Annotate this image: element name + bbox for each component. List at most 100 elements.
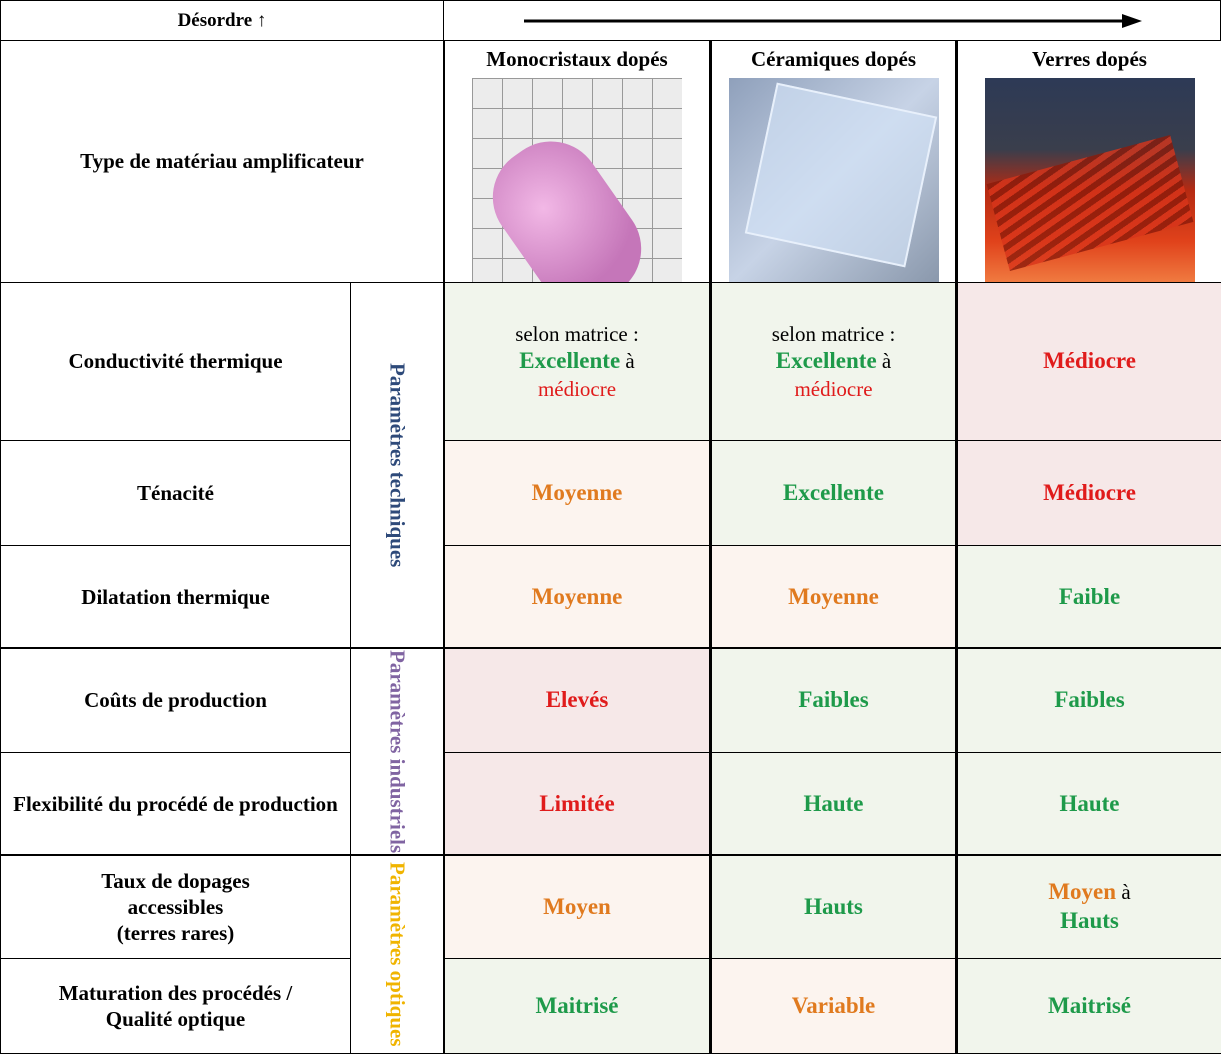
value-line: Moyen à (1048, 878, 1130, 907)
material-row-label: Type de matériau amplificateur (0, 40, 444, 283)
value-text: selon matrice : (515, 321, 639, 346)
value-cell: selon matrice : Excellente à médiocre (709, 282, 956, 441)
material-photo (984, 78, 1195, 282)
value-text: Maitrisé (535, 992, 619, 1018)
value-line: Médiocre (1043, 347, 1136, 376)
value-text: Excellente (783, 479, 884, 505)
value-line: selon matrice : (772, 321, 896, 347)
value-line: Faible (1059, 583, 1120, 612)
value-line: Haute (1059, 790, 1119, 819)
value-line: Limitée (539, 790, 614, 819)
value-line: médiocre (794, 376, 872, 402)
value-cell: Faibles (955, 648, 1221, 753)
value-line: médiocre (538, 376, 616, 402)
value-text: Excellente (519, 348, 621, 374)
value-cell: Elevés (443, 648, 710, 753)
value-line: Maitrisé (1048, 992, 1131, 1021)
value-cell: selon matrice : Excellente à médiocre (443, 282, 710, 441)
value-cell: Moyen (443, 855, 710, 959)
group-label: Paramètres optiques (385, 862, 410, 1047)
value-line: Hauts (804, 893, 863, 922)
value-line: Hauts (1060, 907, 1119, 936)
value-text: Maitrisé (1047, 992, 1131, 1018)
value-line: Maitrisé (535, 992, 618, 1021)
value-text: Faibles (1054, 687, 1125, 713)
value-text: Moyenne (531, 583, 623, 609)
value-text: Médiocre (1043, 348, 1136, 374)
value-line: Moyenne (788, 583, 879, 612)
value-text: Limitée (539, 790, 615, 816)
value-cell: Faible (955, 545, 1221, 649)
value-text: à (620, 349, 635, 374)
column-header: Verres dopés (955, 40, 1221, 283)
value-cell: Haute (955, 752, 1221, 856)
row-label: Coûts de production (0, 648, 351, 753)
value-text: Hauts (1060, 908, 1119, 933)
value-text: médiocre (537, 376, 617, 401)
group-label: Paramètres industriels (385, 650, 410, 854)
value-text: Excellente (775, 348, 877, 374)
value-line: Faibles (1054, 686, 1124, 715)
group-cell: Paramètres industriels (350, 648, 444, 856)
disorder-arrow (524, 14, 1142, 28)
value-text: Haute (803, 790, 864, 816)
material-photo (728, 78, 939, 282)
value-cell: Moyen à Hauts (955, 855, 1221, 959)
value-line: Moyenne (532, 479, 623, 508)
value-line: Elevés (546, 686, 609, 715)
value-line: Excellente à (519, 347, 634, 376)
value-line: Excellente (783, 479, 884, 508)
value-cell: Limitée (443, 752, 710, 856)
value-cell: Médiocre (955, 440, 1221, 546)
value-cell: Faibles (709, 648, 956, 753)
value-text: selon matrice : (771, 321, 896, 346)
value-line: Variable (792, 992, 876, 1021)
row-label: Conductivité thermique (0, 282, 351, 441)
value-text: à (1116, 880, 1131, 905)
value-cell: Moyenne (443, 440, 710, 546)
value-cell: Moyenne (443, 545, 710, 649)
group-cell: Paramètres optiques (350, 855, 444, 1054)
column-title: Céramiques dopés (750, 47, 917, 71)
value-text: Elevés (545, 687, 609, 713)
value-line: Moyenne (532, 583, 623, 612)
value-text: Médiocre (1043, 479, 1136, 505)
value-text: Variable (791, 992, 876, 1018)
value-line: Excellente à (776, 347, 891, 376)
value-cell: Excellente (709, 440, 956, 546)
value-cell: Maitrisé (955, 958, 1221, 1054)
value-text: Moyen (543, 893, 611, 919)
value-text: Moyenne (788, 583, 879, 609)
value-cell: Moyenne (709, 545, 956, 649)
group-cell: Paramètres techniques (350, 282, 444, 649)
row-label: Taux de dopages accessibles (terres rare… (0, 855, 351, 959)
column-header: Monocristaux dopés (443, 40, 710, 283)
section-divider (0, 647, 1221, 649)
column-header: Céramiques dopés (709, 40, 956, 283)
group-label: Paramètres techniques (385, 363, 410, 568)
row-label: Dilatation thermique (0, 545, 351, 649)
value-cell: Haute (709, 752, 956, 856)
column-title: Verres dopés (1032, 47, 1147, 71)
value-line: Haute (803, 790, 863, 819)
value-text: Faibles (798, 687, 869, 713)
value-cell: Maitrisé (443, 958, 710, 1054)
value-cell: Médiocre (955, 282, 1221, 441)
value-line: Moyen (543, 893, 611, 922)
value-text: Faible (1058, 583, 1121, 609)
section-divider (0, 854, 1221, 856)
column-title: Monocristaux dopés (486, 47, 668, 71)
value-text: Haute (1059, 790, 1120, 816)
row-label: Flexibilité du procédé de production (0, 752, 351, 856)
value-line: selon matrice : (515, 321, 639, 347)
corner-header: Désordre ↑ (0, 0, 444, 41)
value-cell: Hauts (709, 855, 956, 959)
row-label: Maturation des procédés / Qualité optiqu… (0, 958, 351, 1054)
arrow-header (443, 0, 1221, 41)
value-line: Faibles (798, 686, 868, 715)
value-text: Moyen (1048, 879, 1117, 905)
row-label: Ténacité (0, 440, 351, 546)
value-text: à (876, 349, 892, 374)
value-text: médiocre (794, 376, 873, 401)
